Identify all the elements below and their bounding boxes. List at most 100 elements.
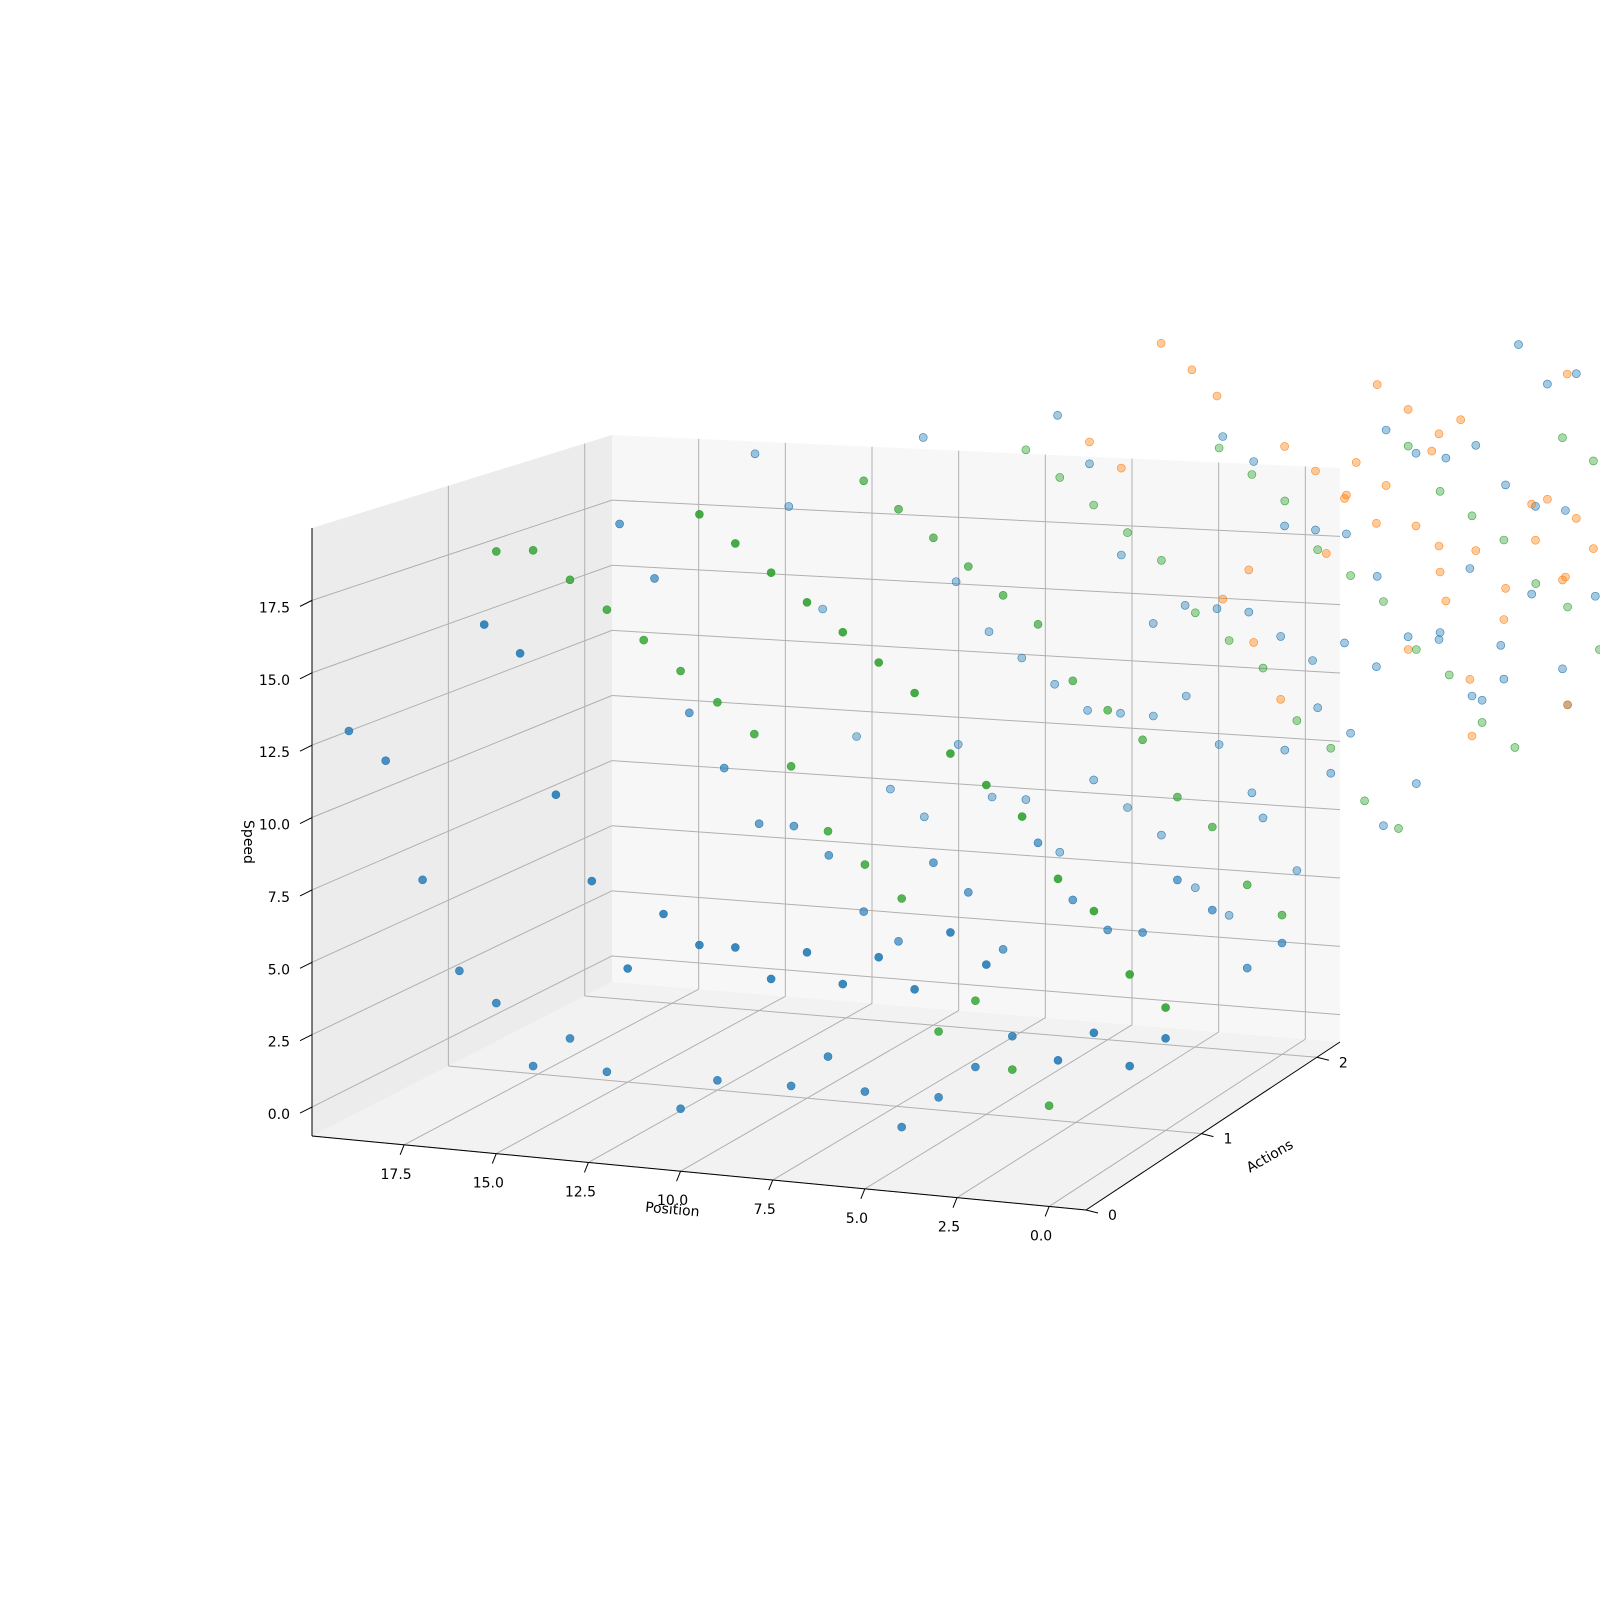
scatter-point-action-2 — [929, 533, 938, 543]
scatter-point-action-0 — [1527, 589, 1536, 599]
scatter-point-action-0 — [1053, 1056, 1063, 1065]
scatter-point-action-2 — [963, 562, 973, 571]
scatter-point-action-0 — [491, 998, 501, 1008]
scatter-point-action-0 — [515, 648, 525, 658]
y-tick-label: 1 — [1224, 1132, 1233, 1148]
scatter-point-action-0 — [713, 1076, 722, 1085]
z-tick-label: 7.5 — [268, 890, 290, 906]
scatter-point-action-2 — [1277, 910, 1287, 920]
scatter-point-action-0 — [719, 763, 729, 773]
scatter-point-action-2 — [1563, 602, 1572, 612]
scatter-point-action-2 — [859, 476, 869, 486]
scatter-point-action-0 — [823, 1052, 833, 1061]
scatter-point-action-2 — [998, 590, 1008, 600]
scatter-point-action-1 — [1441, 596, 1451, 606]
grid-line-z-side — [311, 695, 613, 818]
scatter-point-action-0 — [1403, 632, 1413, 642]
scatter-point-action-0 — [695, 940, 704, 950]
scatter-point-action-1 — [1589, 544, 1598, 553]
x-axis-label: Position — [644, 1200, 700, 1221]
scatter-point-action-1 — [1381, 481, 1391, 490]
scatter-point-action-0 — [602, 1067, 612, 1077]
scatter-point-action-0 — [1276, 632, 1285, 641]
scatter-point-action-0 — [1214, 740, 1224, 749]
x-tick-mark — [860, 1188, 866, 1200]
scatter-point-action-1 — [1212, 391, 1222, 401]
x-tick-mark — [583, 1162, 589, 1173]
side-pane — [312, 435, 612, 1136]
scatter-point-action-0 — [1313, 703, 1322, 713]
z-tick-label: 5.0 — [268, 962, 290, 978]
scatter-point-action-2 — [1360, 796, 1369, 806]
scatter-point-action-2 — [1403, 441, 1413, 451]
z-tick-mark — [299, 1106, 313, 1114]
scatter-point-action-0 — [1434, 635, 1444, 644]
scatter-point-action-0 — [650, 574, 659, 583]
grid-line-x-floor — [956, 1031, 1219, 1199]
grid-line-x-floor — [496, 995, 786, 1155]
scatter-point-action-0 — [1381, 425, 1391, 435]
x-tick-mark — [399, 1144, 405, 1155]
scatter-point-action-1 — [1427, 446, 1437, 456]
x-tick-label: 0.0 — [1030, 1229, 1052, 1245]
scatter-point-action-0 — [1477, 695, 1487, 705]
scatter-point-action-1 — [1280, 442, 1289, 451]
grid-line-z-back — [611, 825, 1341, 879]
scatter-point-action-0 — [1441, 453, 1451, 463]
scatter-point-action-2 — [1412, 645, 1421, 654]
scatter-point-action-1 — [1085, 437, 1094, 447]
scatter-point-action-0 — [1138, 928, 1147, 937]
scatter-point-action-2 — [1157, 555, 1166, 565]
x-tick-label: 2.5 — [938, 1220, 960, 1236]
x-tick-mark — [768, 1179, 774, 1191]
scatter-point-action-2 — [897, 894, 907, 903]
scatter-point-action-1 — [1403, 645, 1413, 654]
scatter-point-action-2 — [910, 688, 919, 698]
x-tick-mark — [952, 1197, 958, 1208]
scatter-point-action-0 — [1435, 628, 1445, 637]
scatter-point-action-0 — [946, 928, 955, 937]
scatter-point-action-0 — [1308, 656, 1317, 665]
scatter-point-action-0 — [802, 947, 812, 957]
scatter-point-action-1 — [1456, 415, 1465, 425]
scatter-point-action-2 — [1089, 500, 1098, 510]
grid-line-z-side — [311, 825, 613, 963]
scatter-point-action-2 — [1589, 456, 1598, 466]
scatter-point-action-2 — [1103, 705, 1112, 715]
scatter-point-action-2 — [528, 545, 538, 555]
scatter-point-action-0 — [1148, 619, 1158, 628]
scatter-point-action-0 — [754, 819, 764, 829]
z-tick-label: 12.5 — [259, 745, 290, 761]
scatter-point-action-2 — [1280, 496, 1290, 506]
z-tick-mark — [299, 817, 313, 824]
grid-line-z-back — [611, 955, 1341, 1016]
scatter-point-action-2 — [1089, 906, 1099, 916]
scatter-point-action-2 — [1161, 1003, 1170, 1012]
scatter-point-action-2 — [1242, 880, 1252, 890]
scatter-point-action-0 — [1465, 564, 1475, 573]
scatter-point-action-1 — [1531, 535, 1540, 545]
scatter-point-action-0 — [838, 979, 848, 989]
scatter-point-action-2 — [1531, 579, 1541, 588]
scatter-point-action-2 — [639, 635, 649, 645]
scatter-point-action-2 — [1558, 433, 1567, 443]
scatter-point-action-0 — [1007, 1031, 1017, 1041]
scatter-point-action-0 — [1591, 591, 1600, 601]
scatter-point-action-0 — [1017, 653, 1027, 663]
scatter-point-action-1 — [1322, 549, 1331, 558]
scatter-point-action-2 — [802, 597, 812, 607]
scatter-point-action-2 — [934, 1027, 943, 1036]
scatter-point-action-0 — [1116, 708, 1125, 718]
z-tick-label: 2.5 — [268, 1035, 290, 1051]
x-tick-label: 5.0 — [846, 1211, 868, 1227]
y-tick-mark — [1316, 1056, 1330, 1061]
scatter-point-action-0 — [1346, 728, 1355, 738]
scatter-point-action-1 — [1372, 380, 1382, 389]
scatter-point-action-0 — [918, 433, 928, 442]
scatter-point-action-1 — [1340, 494, 1349, 503]
scatter-point-action-2 — [1595, 645, 1600, 654]
scatter-point-action-2 — [766, 568, 776, 578]
scatter-point-action-0 — [615, 519, 624, 529]
z-tick-mark — [299, 744, 313, 752]
